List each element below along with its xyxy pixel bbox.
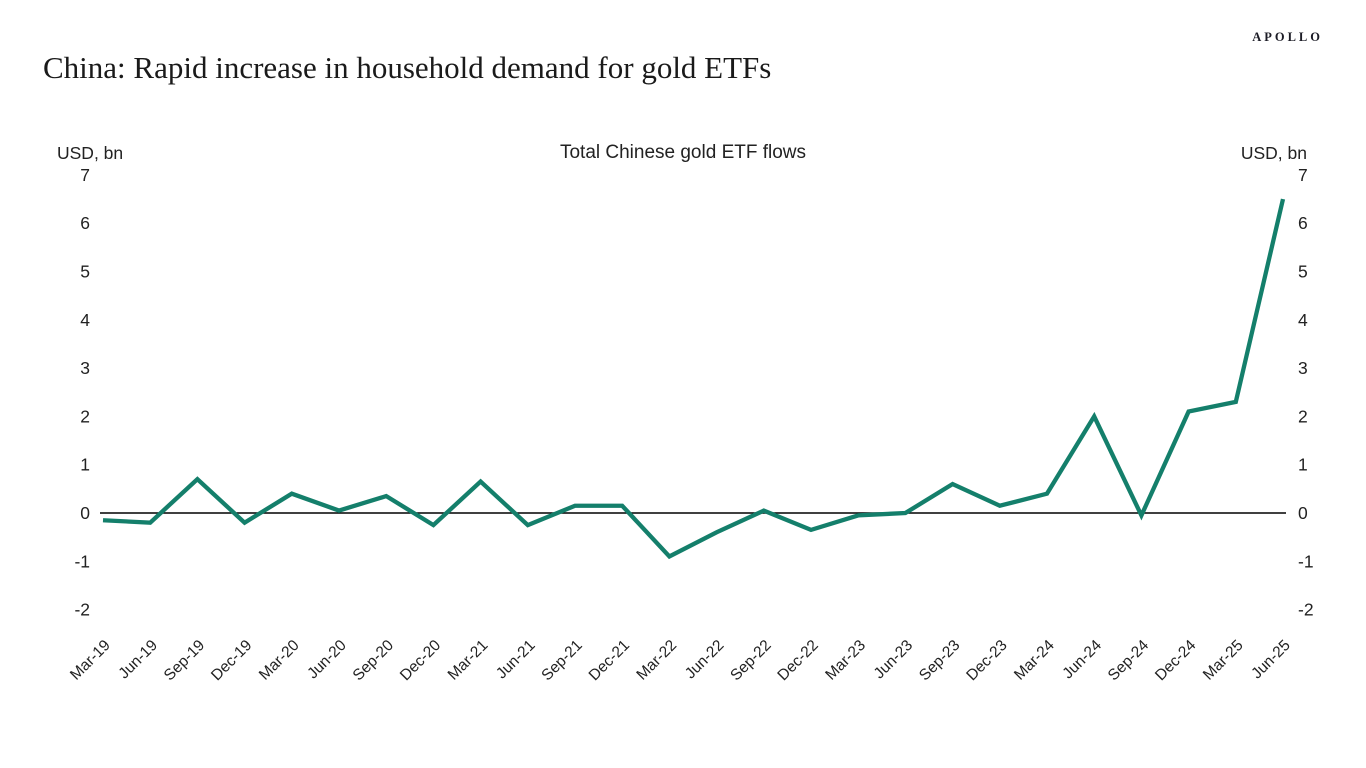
y-tick-label-left: 5 <box>80 262 90 282</box>
y-tick-label-left: 3 <box>80 358 90 378</box>
x-tick-label: Mar-19 <box>67 637 114 684</box>
y-tick-label-left: -2 <box>74 600 90 620</box>
x-tick-label: Sep-21 <box>538 637 585 684</box>
x-tick-label: Dec-22 <box>774 637 821 684</box>
x-tick-label: Mar-24 <box>1011 637 1058 684</box>
x-tick-label: Dec-23 <box>963 637 1010 684</box>
x-tick-label: Jun-22 <box>682 637 728 683</box>
y-axis-unit-label-right: USD, bn <box>1240 143 1307 163</box>
y-tick-label-right: 4 <box>1298 310 1308 330</box>
x-tick-label: Jun-23 <box>871 637 917 683</box>
x-tick-label: Jun-19 <box>115 637 161 683</box>
x-tick-label: Mar-22 <box>633 637 680 684</box>
y-tick-label-left: -1 <box>74 551 90 571</box>
etf-flows-line <box>102 198 1286 560</box>
y-tick-label-left: 7 <box>80 165 90 185</box>
y-tick-label-right: 3 <box>1298 358 1308 378</box>
y-tick-label-left: 0 <box>80 503 90 523</box>
y-tick-label-right: 0 <box>1298 503 1308 523</box>
x-tick-label: Dec-20 <box>397 637 445 685</box>
y-axis-unit-label-left: USD, bn <box>57 143 124 163</box>
page-title: China: Rapid increase in household deman… <box>43 50 772 85</box>
x-tick-label: Mar-23 <box>822 637 869 684</box>
x-tick-label: Jun-21 <box>493 637 539 683</box>
x-tick-label: Sep-20 <box>350 637 398 685</box>
x-tick-label: Sep-22 <box>727 637 774 684</box>
y-tick-label-left: 6 <box>80 213 90 233</box>
y-tick-label-right: -1 <box>1298 551 1314 571</box>
x-tick-label: Mar-21 <box>445 637 492 684</box>
y-tick-label-left: 4 <box>80 310 90 330</box>
y-tick-label-right: 6 <box>1298 213 1308 233</box>
x-tick-label: Dec-21 <box>586 637 633 684</box>
x-tick-label: Jun-25 <box>1248 637 1294 683</box>
chart-title: Total Chinese gold ETF flows <box>559 142 807 163</box>
y-tick-label-right: -2 <box>1298 600 1314 620</box>
y-tick-label-right: 5 <box>1298 262 1308 282</box>
x-tick-label: Sep-23 <box>916 637 963 684</box>
y-tick-label-left: 1 <box>80 455 90 475</box>
x-tick-label: Jun-24 <box>1059 637 1105 683</box>
apollo-logo: APOLLO <box>1252 30 1323 44</box>
x-tick-label: Mar-25 <box>1200 637 1247 684</box>
x-tick-label: Sep-24 <box>1105 637 1153 685</box>
y-tick-label-right: 1 <box>1298 455 1308 475</box>
y-tick-label-right: 2 <box>1298 406 1308 426</box>
x-tick-label: Dec-24 <box>1152 637 1200 685</box>
x-tick-label: Sep-19 <box>161 637 208 684</box>
x-tick-label: Dec-19 <box>208 637 255 684</box>
y-tick-label-left: 2 <box>80 406 90 426</box>
x-tick-label: Mar-20 <box>256 637 303 684</box>
x-tick-label: Jun-20 <box>304 637 350 683</box>
y-tick-label-right: 7 <box>1298 165 1308 185</box>
